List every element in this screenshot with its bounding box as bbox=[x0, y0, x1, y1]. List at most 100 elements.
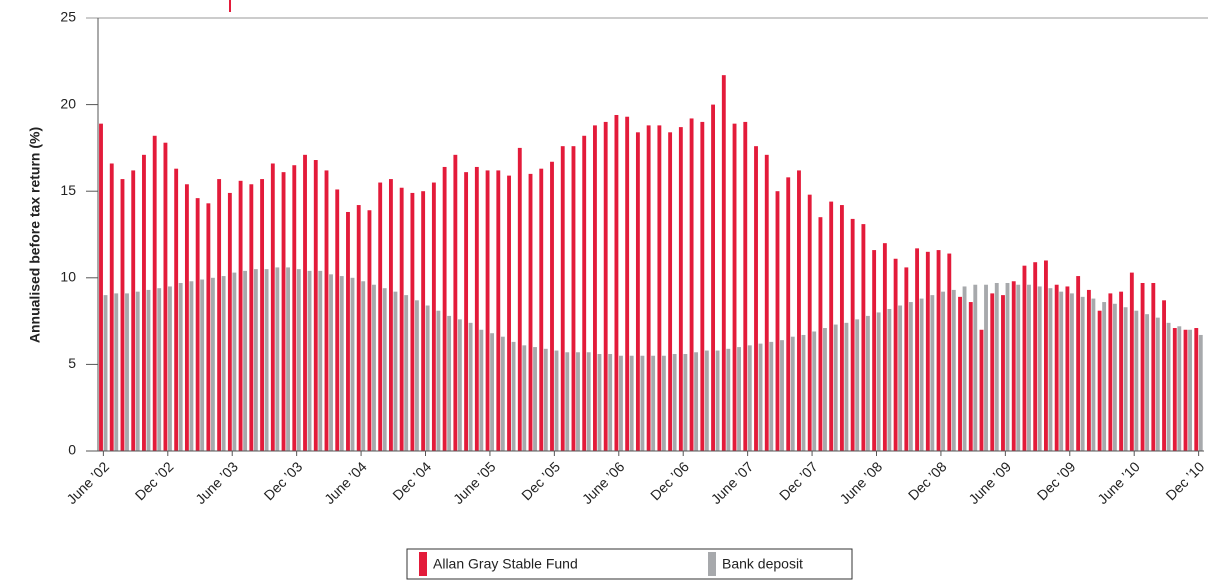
legend-swatch bbox=[419, 552, 427, 576]
bar bbox=[576, 352, 580, 451]
bar bbox=[464, 172, 469, 451]
bar bbox=[217, 179, 222, 452]
bar bbox=[571, 146, 576, 451]
bar bbox=[565, 352, 570, 451]
bar bbox=[114, 293, 119, 451]
bar bbox=[1145, 314, 1150, 451]
x-tick-label: June ’10 bbox=[1094, 458, 1143, 507]
bar bbox=[775, 191, 780, 451]
bar bbox=[189, 281, 194, 451]
bar bbox=[184, 184, 189, 451]
bar bbox=[887, 308, 892, 451]
bar bbox=[329, 274, 333, 451]
x-tick-label: Dec ’02 bbox=[132, 458, 177, 503]
x-tick-label: Dec ’06 bbox=[647, 458, 692, 503]
bar bbox=[414, 300, 419, 451]
bar bbox=[393, 291, 398, 451]
bar bbox=[721, 75, 726, 451]
bar bbox=[1069, 293, 1074, 451]
bar bbox=[318, 270, 323, 451]
bar bbox=[925, 251, 930, 451]
bar bbox=[635, 132, 640, 451]
bar bbox=[554, 350, 559, 451]
y-tick-label: 5 bbox=[68, 355, 76, 371]
bar bbox=[689, 118, 694, 452]
bar bbox=[163, 142, 168, 452]
bar bbox=[125, 293, 129, 451]
bar bbox=[1102, 302, 1107, 451]
bar bbox=[951, 289, 956, 451]
bar bbox=[447, 315, 452, 451]
bar bbox=[339, 276, 344, 451]
bar bbox=[507, 175, 511, 451]
bar bbox=[421, 191, 426, 451]
bar bbox=[818, 217, 823, 451]
bar bbox=[790, 336, 795, 451]
bar bbox=[737, 347, 741, 451]
x-tick-label: June ’06 bbox=[579, 458, 628, 507]
bar bbox=[661, 355, 666, 451]
bar bbox=[629, 355, 634, 451]
bar bbox=[668, 132, 673, 451]
bar bbox=[704, 350, 709, 451]
bar bbox=[947, 253, 952, 451]
bar bbox=[227, 192, 232, 451]
bar bbox=[990, 293, 995, 451]
bar bbox=[754, 146, 758, 451]
bar bbox=[157, 288, 162, 451]
bar bbox=[979, 329, 984, 451]
bar bbox=[210, 277, 215, 451]
bar bbox=[603, 121, 608, 452]
x-tick-label: Dec ’03 bbox=[261, 458, 306, 503]
bar bbox=[984, 284, 988, 451]
x-tick-label: Dec ’10 bbox=[1162, 458, 1207, 503]
bar bbox=[453, 154, 458, 451]
bar bbox=[968, 302, 973, 451]
bar bbox=[994, 282, 999, 451]
bar bbox=[640, 355, 645, 451]
bar bbox=[882, 243, 887, 451]
bar bbox=[1123, 307, 1128, 451]
bar bbox=[973, 284, 978, 451]
bar bbox=[694, 352, 699, 451]
legend-label: Allan Gray Stable Fund bbox=[433, 556, 578, 572]
bar bbox=[1005, 282, 1010, 451]
bar bbox=[865, 315, 870, 451]
bar bbox=[861, 224, 866, 451]
bar bbox=[109, 163, 114, 451]
bar bbox=[350, 277, 355, 451]
bar bbox=[281, 172, 286, 451]
bar bbox=[307, 270, 312, 451]
bar bbox=[1166, 322, 1171, 451]
bar bbox=[812, 331, 817, 451]
y-tick-label: 15 bbox=[60, 182, 76, 198]
bar bbox=[425, 305, 430, 451]
bar bbox=[485, 170, 490, 451]
bar bbox=[539, 168, 544, 451]
bar bbox=[619, 355, 623, 451]
bar bbox=[367, 210, 372, 451]
bar bbox=[410, 192, 415, 451]
bar bbox=[135, 291, 140, 451]
bar bbox=[490, 333, 495, 451]
bar bbox=[500, 336, 505, 451]
bar bbox=[747, 345, 752, 451]
bar bbox=[195, 198, 200, 451]
bar bbox=[764, 154, 769, 451]
bar bbox=[743, 121, 748, 452]
y-axis-label: Annualised before tax return (%) bbox=[27, 127, 43, 343]
bar bbox=[715, 350, 720, 451]
bar bbox=[232, 272, 237, 451]
bar bbox=[275, 267, 280, 451]
bar bbox=[1076, 276, 1081, 451]
bar bbox=[646, 125, 651, 451]
bar bbox=[1172, 328, 1177, 451]
bar bbox=[711, 104, 715, 451]
bar bbox=[468, 322, 473, 451]
bar bbox=[1108, 293, 1113, 451]
bar bbox=[361, 281, 366, 451]
bar bbox=[356, 205, 361, 451]
bar bbox=[1054, 284, 1059, 451]
bar bbox=[608, 354, 613, 451]
y-tick-label: 20 bbox=[60, 95, 76, 111]
